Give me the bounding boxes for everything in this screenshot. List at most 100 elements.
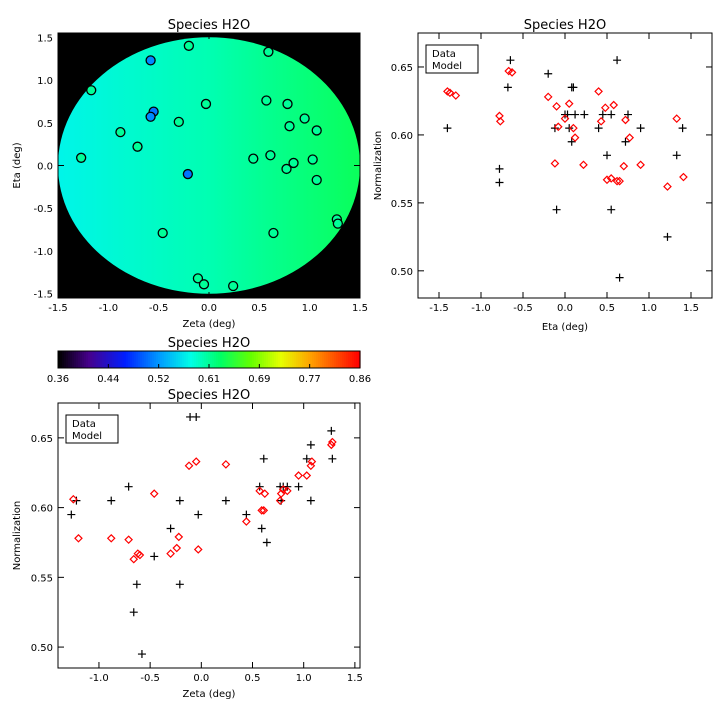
map-marker xyxy=(115,127,126,138)
zeta-model-point xyxy=(172,543,182,553)
map-ytick-label: 0.5 xyxy=(37,119,53,130)
eta-data-point xyxy=(544,69,553,78)
eta-data-point xyxy=(607,110,616,119)
colorbar-cell xyxy=(200,351,203,368)
colorbar-cell xyxy=(146,351,149,368)
zeta-xtick-label: 0.5 xyxy=(245,673,261,684)
zeta-ytick-label: 0.60 xyxy=(31,504,53,515)
eta-y-axis-label: Normalization xyxy=(373,131,384,201)
colorbar-cell xyxy=(338,351,341,368)
colorbar-cell xyxy=(356,351,359,368)
zeta-model-point xyxy=(302,471,312,480)
map-marker xyxy=(200,98,212,110)
eta-plot-axes: -1.5 -1.0 -0.5 0.0 0.5 1.0 1.5 0.50 0.55 0.60 0.65 xyxy=(391,32,713,314)
eta-data-point xyxy=(571,110,580,119)
eta-data-point xyxy=(552,205,561,214)
map-ytick-label: 1.5 xyxy=(37,33,53,44)
eta-data-point xyxy=(607,205,616,214)
eta-model-point xyxy=(569,123,578,133)
eta-model-point xyxy=(606,174,616,183)
colorbar-cell xyxy=(172,351,175,368)
colorbar-cell xyxy=(184,351,187,368)
map-marker xyxy=(86,85,97,96)
zeta-model-point xyxy=(124,535,133,545)
eta-model-point xyxy=(550,159,560,168)
zeta-legend-data: Data xyxy=(72,419,96,430)
eta-model-point xyxy=(451,91,461,100)
zeta-y-axis-label: Normalization xyxy=(12,501,23,571)
map-marker xyxy=(192,273,204,284)
colorbar-cell xyxy=(166,351,169,368)
colorbar-cell xyxy=(344,351,347,368)
eta-xtick-label: -0.5 xyxy=(513,303,533,314)
colorbar-cell xyxy=(220,351,223,368)
colorbar-cell xyxy=(144,351,147,368)
map-marker xyxy=(183,40,195,51)
colorbar-cell xyxy=(240,351,243,368)
eta-model-point xyxy=(495,116,505,126)
colorbar-cell xyxy=(112,351,115,368)
zeta-xtick-label: -1.0 xyxy=(89,673,109,684)
map-marker xyxy=(332,218,344,229)
colorbar-cell xyxy=(176,351,179,368)
colorbar-cell xyxy=(136,351,139,368)
colorbar-cell xyxy=(164,351,167,368)
map-xtick-label: 0.5 xyxy=(251,303,267,314)
colorbar-cell xyxy=(102,351,105,368)
colorbar-cell xyxy=(332,351,335,368)
colorbar-cell xyxy=(106,351,109,368)
map-ytick-label: 0.0 xyxy=(37,162,53,173)
colorbar-cell xyxy=(354,351,357,368)
zeta-model-point xyxy=(307,457,317,466)
colorbar-cell xyxy=(150,351,153,368)
colorbar-cell xyxy=(212,351,215,368)
zeta-data-point xyxy=(257,524,266,533)
zeta-model-point xyxy=(129,554,139,564)
colorbar-cell xyxy=(162,351,165,368)
map-marker xyxy=(268,227,279,239)
colorbar-cell xyxy=(154,351,157,368)
zeta-plot-points xyxy=(67,412,337,659)
eta-model-point xyxy=(596,116,606,126)
colorbar: Species H2O 0.36 0.44 0.52 0.61 0.69 0.77 0.86 xyxy=(47,336,371,385)
zeta-model-point xyxy=(328,437,337,447)
map-markers xyxy=(76,40,344,292)
map-marker xyxy=(307,154,318,165)
map-marker xyxy=(157,227,168,239)
zeta-plot-title: Species H2O xyxy=(168,388,250,403)
colorbar-cell xyxy=(316,351,319,368)
map-marker xyxy=(173,116,184,128)
zeta-data-point xyxy=(150,552,159,561)
colorbar-cell xyxy=(260,351,263,368)
zeta-data-point xyxy=(132,580,141,589)
eta-plot-points xyxy=(443,56,688,282)
colorbar-cell xyxy=(230,351,233,368)
colorbar-cell xyxy=(296,351,299,368)
colorbar-cell xyxy=(204,351,207,368)
eta-model-point xyxy=(553,122,563,132)
colorbar-cell xyxy=(218,351,221,368)
zeta-model-point xyxy=(282,486,292,496)
eta-data-point xyxy=(550,124,559,133)
colorbar-cell xyxy=(272,351,275,368)
eta-data-point xyxy=(567,137,576,146)
map-xtick-label: 1.0 xyxy=(302,303,318,314)
zeta-model-point xyxy=(259,506,269,515)
colorbar-cell xyxy=(108,351,111,368)
map-marker xyxy=(288,157,299,169)
colorbar-cell xyxy=(222,351,225,368)
map-ytick-label: -1.0 xyxy=(33,247,53,258)
zeta-plot-legend: Data Model xyxy=(65,414,119,444)
colorbar-cell xyxy=(228,351,231,368)
colorbar-cell xyxy=(226,351,229,368)
colorbar-cell xyxy=(152,351,155,368)
colorbar-tick-label: 0.44 xyxy=(97,374,119,385)
eta-model-point xyxy=(445,88,455,98)
zeta-data-point xyxy=(129,608,138,617)
zeta-data-point xyxy=(67,510,76,519)
colorbar-cell xyxy=(96,351,99,368)
colorbar-cell xyxy=(306,351,309,368)
colorbar-cell xyxy=(80,351,83,368)
colorbar-cell xyxy=(120,351,123,368)
zeta-legend-model: Model xyxy=(72,431,102,442)
